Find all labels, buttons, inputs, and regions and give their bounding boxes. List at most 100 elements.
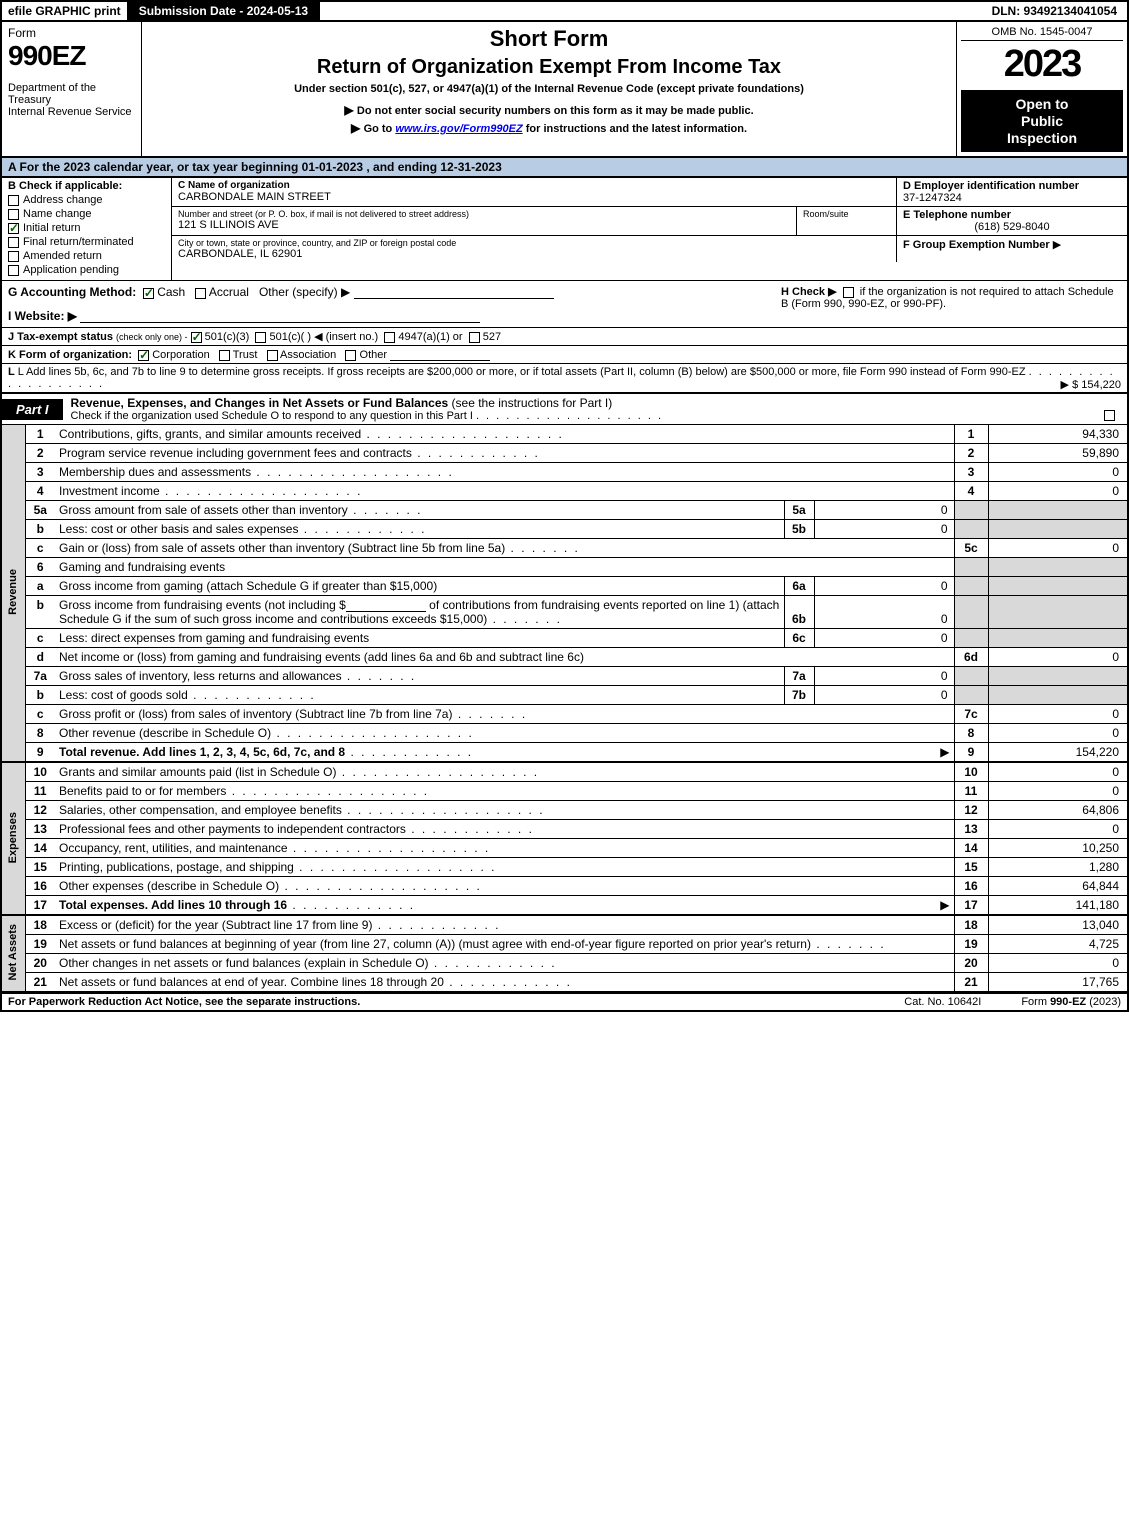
- efile-print-label[interactable]: efile GRAPHIC print: [2, 2, 129, 20]
- form-header: Form 990EZ Department of the Treasury In…: [0, 22, 1129, 158]
- catalog-number: Cat. No. 10642I: [904, 996, 981, 1008]
- line-6c: c Less: direct expenses from gaming and …: [1, 629, 1128, 648]
- checkbox-icon: [8, 265, 19, 276]
- row-l: L L Add lines 5b, 6c, and 7b to line 9 t…: [0, 364, 1129, 394]
- revenue-side-label: Revenue: [1, 425, 25, 762]
- line-15: 15 Printing, publications, postage, and …: [1, 858, 1128, 877]
- other-specify-input[interactable]: [354, 286, 554, 299]
- line-2: 2 Program service revenue including gove…: [1, 444, 1128, 463]
- section-b: B Check if applicable: Address change Na…: [2, 178, 172, 280]
- telephone-value: (618) 529-8040: [903, 221, 1121, 233]
- row-g-h: G Accounting Method: Cash Accrual Other …: [0, 281, 1129, 328]
- header-center: Short Form Return of Organization Exempt…: [142, 22, 957, 156]
- line-6d: d Net income or (loss) from gaming and f…: [1, 648, 1128, 667]
- section-bcdef: B Check if applicable: Address change Na…: [0, 178, 1129, 281]
- line-11: 11 Benefits paid to or for members 11 0: [1, 782, 1128, 801]
- org-name-cell: C Name of organization CARBONDALE MAIN S…: [172, 178, 897, 206]
- paperwork-notice: For Paperwork Reduction Act Notice, see …: [8, 996, 904, 1008]
- address-cell: Number and street (or P. O. box, if mail…: [172, 207, 797, 235]
- open-to-public: Open to Public Inspection: [961, 90, 1123, 152]
- checkbox-icon: [8, 237, 19, 248]
- checkbox-icon: [8, 223, 19, 234]
- short-form-title: Short Form: [150, 26, 948, 52]
- checkbox-application-pending[interactable]: Application pending: [8, 264, 165, 276]
- checkbox-trust[interactable]: [219, 350, 230, 361]
- checkbox-address-change[interactable]: Address change: [8, 194, 165, 206]
- ssn-warning: ▶ Do not enter social security numbers o…: [150, 103, 948, 117]
- accounting-method: G Accounting Method: Cash Accrual Other …: [8, 285, 761, 323]
- line-1: Revenue 1 Contributions, gifts, grants, …: [1, 425, 1128, 444]
- submission-date: Submission Date - 2024-05-13: [129, 2, 320, 20]
- row-i-label: I Website: ▶: [8, 309, 77, 323]
- checkbox-schedule-o[interactable]: [1104, 410, 1115, 421]
- checkbox-corporation[interactable]: [138, 350, 149, 361]
- expenses-side-label: Expenses: [1, 762, 25, 915]
- part-1-title: Revenue, Expenses, and Changes in Net As…: [63, 394, 1127, 424]
- part-1-table: Revenue 1 Contributions, gifts, grants, …: [0, 425, 1129, 993]
- form-subtitle: Under section 501(c), 527, or 4947(a)(1)…: [150, 83, 948, 95]
- section-f: F Group Exemption Number ▶: [897, 236, 1127, 262]
- other-org-input[interactable]: [390, 348, 490, 361]
- line-6b-contrib-input[interactable]: [346, 599, 426, 612]
- line-7a: 7a Gross sales of inventory, less return…: [1, 667, 1128, 686]
- header-left: Form 990EZ Department of the Treasury In…: [2, 22, 142, 156]
- checkbox-schedule-b[interactable]: [843, 287, 854, 298]
- line-13: 13 Professional fees and other payments …: [1, 820, 1128, 839]
- checkbox-name-change[interactable]: Name change: [8, 208, 165, 220]
- part-1-header: Part I Revenue, Expenses, and Changes in…: [0, 394, 1129, 425]
- row-j: J Tax-exempt status (check only one) - 5…: [0, 328, 1129, 346]
- row-k: K Form of organization: Corporation Trus…: [0, 346, 1129, 364]
- website-input[interactable]: [80, 310, 480, 323]
- line-16: 16 Other expenses (describe in Schedule …: [1, 877, 1128, 896]
- checkbox-other-org[interactable]: [345, 350, 356, 361]
- line-4: 4 Investment income 4 0: [1, 482, 1128, 501]
- checkbox-4947[interactable]: [384, 332, 395, 343]
- dept-label: Department of the Treasury: [8, 82, 135, 106]
- section-c: C Name of organization CARBONDALE MAIN S…: [172, 178, 1127, 280]
- irs-link[interactable]: www.irs.gov/Form990EZ: [395, 123, 522, 135]
- checkbox-501c[interactable]: [255, 332, 266, 343]
- line-21: 21 Net assets or fund balances at end of…: [1, 973, 1128, 993]
- section-b-header: B Check if applicable:: [8, 180, 165, 192]
- checkbox-cash[interactable]: [143, 288, 154, 299]
- checkbox-icon: [8, 195, 19, 206]
- line-7c: c Gross profit or (loss) from sales of i…: [1, 705, 1128, 724]
- checkbox-initial-return[interactable]: Initial return: [8, 222, 165, 234]
- line-3: 3 Membership dues and assessments 3 0: [1, 463, 1128, 482]
- line-10: Expenses 10 Grants and similar amounts p…: [1, 762, 1128, 782]
- line-18: Net Assets 18 Excess or (deficit) for th…: [1, 915, 1128, 935]
- form-title: Return of Organization Exempt From Incom…: [150, 56, 948, 79]
- checkbox-accrual[interactable]: [195, 288, 206, 299]
- checkbox-501c3[interactable]: [191, 332, 202, 343]
- section-h: H Check ▶ if the organization is not req…: [781, 285, 1121, 310]
- checkbox-amended-return[interactable]: Amended return: [8, 250, 165, 262]
- gross-receipts: ▶ $ 154,220: [1061, 378, 1121, 391]
- ein-value: 37-1247324: [903, 192, 1121, 204]
- line-5c: c Gain or (loss) from sale of assets oth…: [1, 539, 1128, 558]
- line-5b: b Less: cost or other basis and sales ex…: [1, 520, 1128, 539]
- room-suite-cell: Room/suite: [797, 207, 897, 235]
- checkbox-icon: [8, 209, 19, 220]
- checkbox-icon: [8, 251, 19, 262]
- line-14: 14 Occupancy, rent, utilities, and maint…: [1, 839, 1128, 858]
- line-8: 8 Other revenue (describe in Schedule O)…: [1, 724, 1128, 743]
- page-footer: For Paperwork Reduction Act Notice, see …: [0, 993, 1129, 1012]
- form-word: Form: [8, 26, 135, 40]
- checkbox-association[interactable]: [267, 350, 278, 361]
- dln: DLN: 93492134041054: [982, 2, 1127, 20]
- form-ref: Form 990-EZ (2023): [1021, 996, 1121, 1008]
- line-6b: b Gross income from fundraising events (…: [1, 596, 1128, 629]
- line-9: 9 Total revenue. Add lines 1, 2, 3, 4, 5…: [1, 743, 1128, 763]
- checkbox-527[interactable]: [469, 332, 480, 343]
- section-d: D Employer identification number 37-1247…: [897, 178, 1127, 206]
- checkbox-final-return[interactable]: Final return/terminated: [8, 236, 165, 248]
- topbar: efile GRAPHIC print Submission Date - 20…: [0, 0, 1129, 22]
- instructions-link-row: ▶ Go to www.irs.gov/Form990EZ for instru…: [150, 121, 948, 135]
- line-20: 20 Other changes in net assets or fund b…: [1, 954, 1128, 973]
- line-6: 6 Gaming and fundraising events: [1, 558, 1128, 577]
- line-5a: 5a Gross amount from sale of assets othe…: [1, 501, 1128, 520]
- tax-year: 2023: [961, 43, 1123, 86]
- org-name: CARBONDALE MAIN STREET: [178, 191, 890, 203]
- part-1-label: Part I: [2, 399, 63, 420]
- line-6a: a Gross income from gaming (attach Sched…: [1, 577, 1128, 596]
